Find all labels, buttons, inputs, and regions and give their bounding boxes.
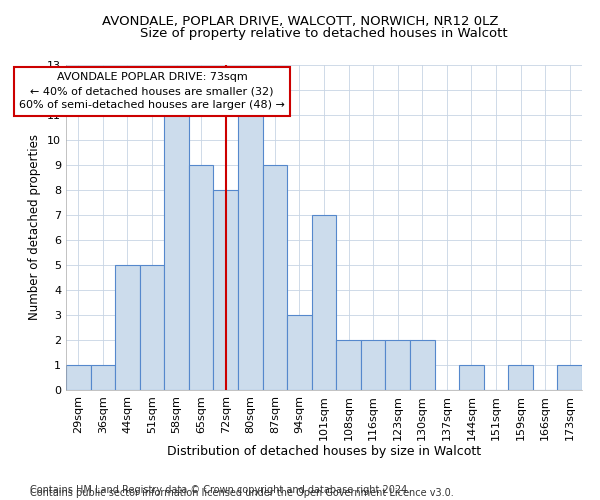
Text: AVONDALE, POPLAR DRIVE, WALCOTT, NORWICH, NR12 0LZ: AVONDALE, POPLAR DRIVE, WALCOTT, NORWICH… — [102, 15, 498, 28]
Bar — [410, 340, 434, 390]
Bar — [140, 265, 164, 390]
Bar — [66, 365, 91, 390]
Text: AVONDALE POPLAR DRIVE: 73sqm
← 40% of detached houses are smaller (32)
60% of se: AVONDALE POPLAR DRIVE: 73sqm ← 40% of de… — [19, 72, 285, 110]
Bar — [263, 165, 287, 390]
Bar — [361, 340, 385, 390]
Bar — [91, 365, 115, 390]
Bar — [189, 165, 214, 390]
Title: Size of property relative to detached houses in Walcott: Size of property relative to detached ho… — [140, 27, 508, 40]
Bar — [312, 215, 336, 390]
Y-axis label: Number of detached properties: Number of detached properties — [28, 134, 41, 320]
Bar — [508, 365, 533, 390]
Bar — [287, 315, 312, 390]
X-axis label: Distribution of detached houses by size in Walcott: Distribution of detached houses by size … — [167, 446, 481, 458]
Bar — [164, 115, 189, 390]
Text: Contains public sector information licensed under the Open Government Licence v3: Contains public sector information licen… — [30, 488, 454, 498]
Bar — [557, 365, 582, 390]
Bar — [115, 265, 140, 390]
Bar — [385, 340, 410, 390]
Bar — [336, 340, 361, 390]
Bar — [459, 365, 484, 390]
Text: Contains HM Land Registry data © Crown copyright and database right 2024.: Contains HM Land Registry data © Crown c… — [30, 485, 410, 495]
Bar — [238, 115, 263, 390]
Bar — [214, 190, 238, 390]
